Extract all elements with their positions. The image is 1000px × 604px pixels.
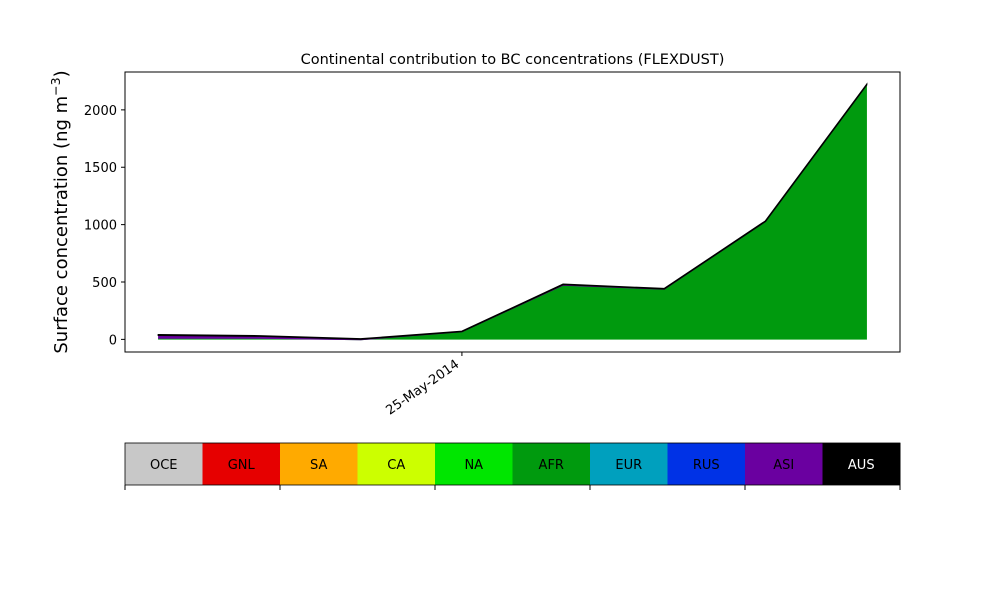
area-afr [158, 84, 867, 341]
legend: OCE GNL SA CA NA AFR EUR RUS ASI AUS [124, 442, 901, 490]
y-tick-label: 500 [92, 276, 117, 291]
y-axis-label: Surface concentration (ng m−3) [48, 70, 72, 353]
legend-swatch-gnl [202, 443, 281, 485]
y-tick-label: 2000 [84, 104, 117, 119]
plot-area [157, 82, 868, 341]
plot-frame [124, 71, 901, 353]
y-tick-label: 0 [109, 333, 117, 348]
legend-label-oce: OCE [150, 458, 178, 473]
legend-swatch-aus [822, 443, 901, 485]
y-tick-label: 1500 [84, 161, 117, 176]
legend-label-aus: AUS [848, 458, 875, 473]
legend-swatch-na [435, 443, 513, 485]
legend-label-afr: AFR [539, 458, 564, 473]
legend-label-gnl: GNL [228, 458, 256, 473]
x-tick-label: 25-May-2014 [383, 357, 462, 418]
legend-frame [124, 442, 901, 486]
area-aus [157, 82, 868, 340]
legend-label-na: NA [464, 458, 483, 473]
legend-swatch-ca [357, 443, 436, 485]
legend-swatch-sa [280, 443, 358, 485]
legend-label-eur: EUR [615, 458, 642, 473]
y-tick-label: 1000 [84, 219, 117, 234]
legend-label-ca: CA [387, 458, 405, 473]
legend-swatch-eur [590, 443, 668, 485]
legend-label-rus: RUS [693, 458, 720, 473]
legend-swatch-afr [512, 443, 591, 485]
chart-title: Continental contribution to BC concentra… [301, 52, 725, 68]
legend-swatch-rus [667, 443, 746, 485]
legend-swatch-oce [125, 443, 203, 485]
legend-swatch-asi [745, 443, 823, 485]
legend-label-asi: ASI [773, 458, 794, 473]
legend-label-sa: SA [310, 458, 327, 473]
